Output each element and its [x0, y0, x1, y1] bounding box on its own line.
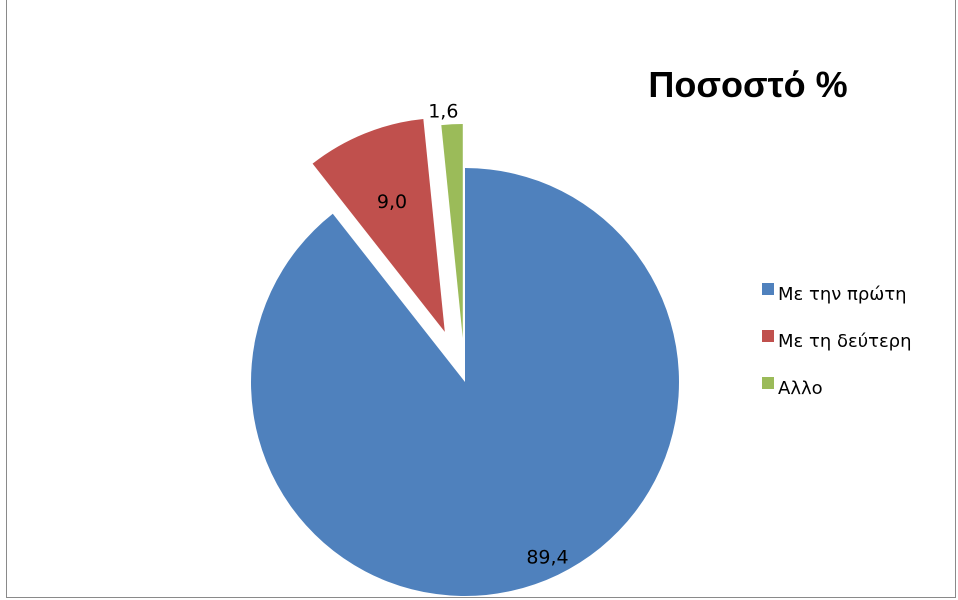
legend-label-2: Με τη δεύτερη — [778, 331, 912, 352]
data-label-2: 9,0 — [377, 191, 407, 213]
legend-label-1: Με την πρώτη — [778, 284, 907, 305]
legend-swatch-2 — [762, 330, 774, 342]
legend-swatch-1 — [762, 283, 774, 295]
pie-slice-2 — [312, 118, 445, 332]
data-label-1: 89,4 — [526, 547, 568, 569]
data-label-3: 1,6 — [428, 100, 458, 122]
pie-slice-3 — [441, 124, 463, 339]
legend-label-3: Αλλο — [778, 378, 823, 399]
chart-title: Ποσοστό % — [648, 64, 847, 105]
pie-slice-1 — [251, 168, 680, 596]
legend-swatch-3 — [762, 377, 774, 389]
